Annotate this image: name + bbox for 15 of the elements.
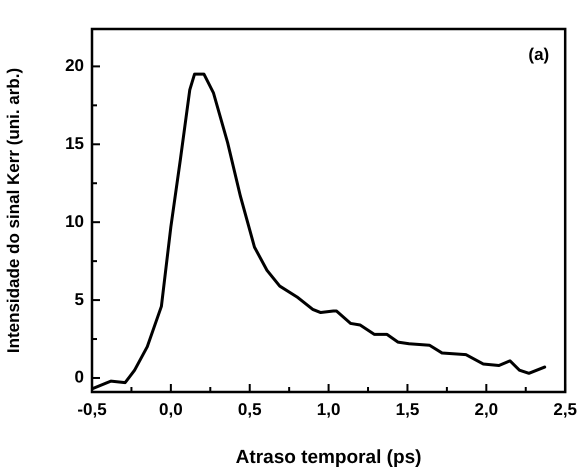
x-axis-title: Atraso temporal (ps) (236, 446, 422, 468)
y-tick-label: 0 (74, 368, 84, 387)
y-tick-label: 10 (65, 212, 84, 231)
annotation: (a) (528, 45, 550, 64)
x-tick-label: 2,0 (474, 400, 498, 419)
y-tick-label: 15 (65, 134, 84, 153)
x-tick-label: 0,5 (238, 400, 262, 419)
y-tick-label: 20 (65, 56, 84, 76)
x-tick-label: 1,0 (316, 400, 340, 419)
x-tick-label: 0,0 (159, 400, 183, 419)
x-tick-label: 1,5 (396, 400, 420, 419)
y-axis-title: Intensidade do sinal Kerr (uni. arb.) (4, 68, 23, 354)
x-tick-label: 2,5 (553, 400, 578, 419)
y-tick-label: 5 (74, 290, 84, 309)
x-tick-label: -0,5 (77, 400, 107, 419)
